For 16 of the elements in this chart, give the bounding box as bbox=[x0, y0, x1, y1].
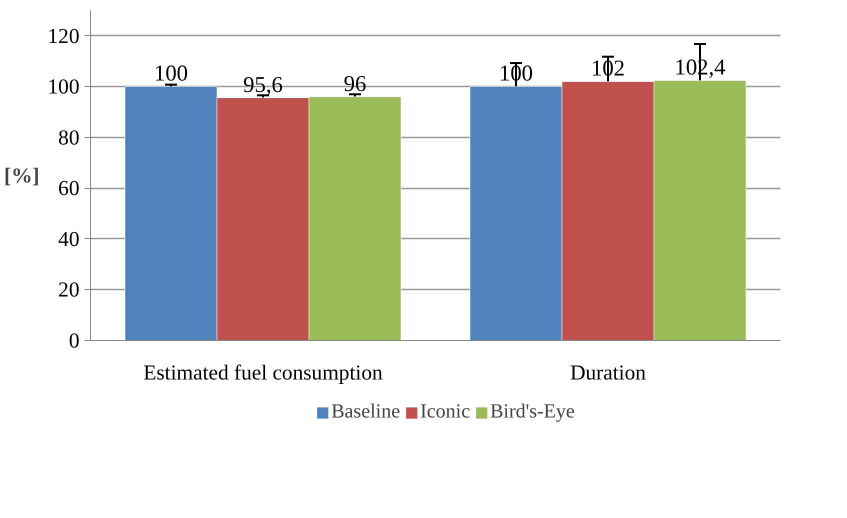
data-label: 96 bbox=[344, 70, 366, 96]
legend-label: Baseline bbox=[331, 400, 400, 424]
data-label: 100 bbox=[154, 60, 188, 86]
y-tick-label: 20 bbox=[58, 278, 80, 302]
legend-label: Bird's-Eye bbox=[490, 400, 575, 424]
y-tick-label: 0 bbox=[68, 328, 80, 352]
x-tick-label: Duration bbox=[570, 360, 646, 384]
x-tick-label: Estimated fuel consumption bbox=[143, 360, 383, 384]
legend-label: Iconic bbox=[420, 400, 470, 424]
y-tick-label: 120 bbox=[48, 24, 80, 48]
y-tick-label: 60 bbox=[58, 176, 80, 200]
y-tick-label: 100 bbox=[48, 74, 80, 99]
data-label: 95,6 bbox=[243, 72, 283, 97]
y-tick-label: 40 bbox=[58, 226, 80, 251]
y-axis-title: [%] bbox=[4, 164, 40, 188]
y-tick-label: 80 bbox=[58, 125, 80, 150]
